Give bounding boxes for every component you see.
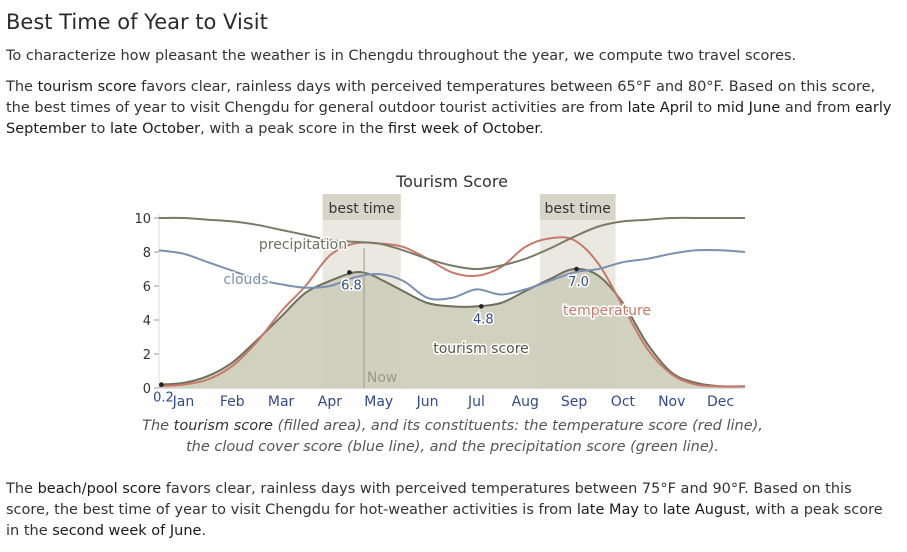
y-tick-label: 6 [143,280,151,295]
month-label-dec: Dec [707,394,734,410]
early-september-text: early September [6,100,892,137]
late-october-text: late October [109,121,201,137]
series-label-clouds: clouds [223,272,268,288]
beach-text-2: favors clear, rainless days with perceiv… [6,481,852,518]
series-label-tourism-score: tourism score [433,341,529,357]
caption-text-1: The [142,418,174,434]
series-label-temperature: temperature [563,303,651,319]
point-label-3: 4.8 [473,312,494,327]
month-label-oct: Oct [611,394,636,410]
point-marker-4 [574,266,579,272]
month-label-jun: Jun [416,394,439,410]
clouds-line [158,248,746,301]
month-label-feb: Feb [220,394,245,410]
second-week-june-text: second week of June [52,523,202,539]
month-label-nov: Nov [658,394,685,410]
best-time-label-2: best time [545,201,611,217]
caption-tourism-score[interactable]: tourism score [173,418,273,434]
month-label-apr: Apr [318,394,342,410]
series-label-precipitation: precipitation [259,237,347,253]
month-label-may: May [364,394,393,410]
tourism-text-6: , with a peak score in the [200,121,389,137]
month-label-mar: Mar [268,394,295,410]
late-august-text: late August [662,502,746,518]
tourism-text-4: and from [780,100,856,116]
point-marker-2 [347,270,352,275]
beach-text-5: . [201,523,207,539]
point-marker-3 [479,304,484,309]
y-tick-label: 10 [134,212,151,227]
first-week-october-text: first week of October [388,121,539,137]
beach-text-3: to [638,502,663,518]
beach-text-1: The [6,481,38,497]
y-tick-label: 2 [143,348,151,363]
best-time-label-1: best time [328,201,394,217]
month-label-jan: Jan [172,394,195,410]
beach-text-4: , with a peak score in the [6,502,883,539]
caption-text-2: (filled area), and its constituents: the… [185,418,763,455]
beach-paragraph: The beach/pool score favors clear, rainl… [6,479,896,542]
tourism-text-2: favors clear, rainless days with perceiv… [6,79,876,116]
temperature-line [158,236,746,388]
beach-score-link[interactable]: beach/pool score [37,481,162,497]
intro-paragraph: To characterize how pleasant the weather… [6,48,797,64]
month-label-jul: Jul [467,394,485,410]
tourism-score-chart[interactable]: Tourism Score best time best time 0 2 4 6 8 10 J… [0,0,907,416]
tourism-text-7: . [538,121,544,137]
month-label-aug: Aug [512,394,539,410]
tourism-text-3: to [692,100,717,116]
late-april-text: late April [627,100,693,116]
tourism-score-link[interactable]: tourism score [37,79,137,95]
y-tick-label: 8 [143,246,151,261]
section-title: Best Time of Year to Visit [6,10,268,34]
y-tick-label: 4 [143,314,151,329]
chart-caption: The tourism score (filled area), and its… [140,416,765,458]
tourism-paragraph: The tourism score favors clear, rainless… [6,77,896,140]
late-may-text: late May [576,502,639,518]
point-label-1: 0.2 [153,391,174,406]
mid-june-text: mid June [716,100,781,116]
chart-title: Tourism Score [395,172,508,191]
month-label-sep: Sep [561,394,588,410]
point-marker-1 [159,382,164,387]
tourism-text-5: to [86,121,110,137]
tourism-text-1: The [6,79,38,95]
best-time-label-bg-1 [322,194,401,220]
best-time-label-bg-2 [539,194,616,220]
point-label-2: 6.8 [341,278,362,293]
point-label-4: 7.0 [568,275,589,290]
y-tick-label: 0 [143,382,151,397]
precipitation-line [158,216,745,271]
tourism-score-area [159,268,745,388]
now-label: Now [367,370,398,386]
